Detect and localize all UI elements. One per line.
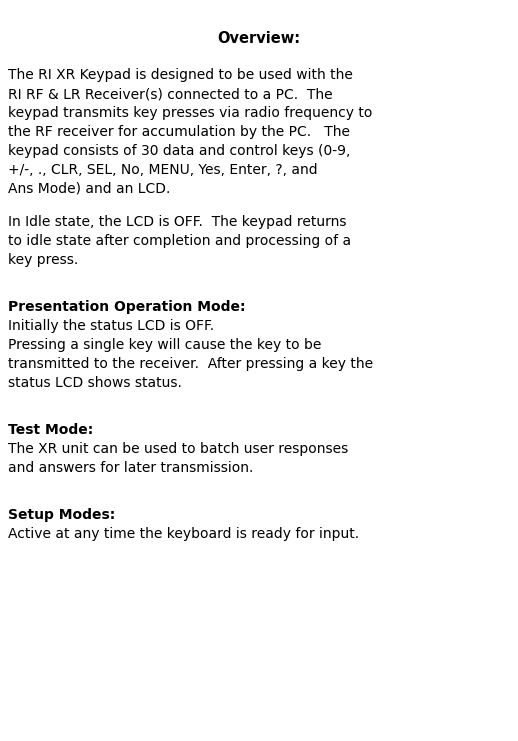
- Text: Pressing a single key will cause the key to be: Pressing a single key will cause the key…: [8, 338, 321, 352]
- Text: Setup Modes:: Setup Modes:: [8, 508, 115, 522]
- Text: The RI XR Keypad is designed to be used with the: The RI XR Keypad is designed to be used …: [8, 68, 353, 82]
- Text: key press.: key press.: [8, 253, 78, 267]
- Text: Active at any time the keyboard is ready for input.: Active at any time the keyboard is ready…: [8, 527, 359, 541]
- Text: The XR unit can be used to batch user responses: The XR unit can be used to batch user re…: [8, 442, 348, 456]
- Text: Test Mode:: Test Mode:: [8, 423, 93, 437]
- Text: status LCD shows status.: status LCD shows status.: [8, 376, 182, 390]
- Text: to idle state after completion and processing of a: to idle state after completion and proce…: [8, 234, 351, 248]
- Text: Presentation Operation Mode:: Presentation Operation Mode:: [8, 300, 246, 314]
- Text: Ans Mode) and an LCD.: Ans Mode) and an LCD.: [8, 182, 170, 196]
- Text: Initially the status LCD is OFF.: Initially the status LCD is OFF.: [8, 319, 214, 333]
- Text: keypad transmits key presses via radio frequency to: keypad transmits key presses via radio f…: [8, 106, 372, 120]
- Text: Overview:: Overview:: [218, 31, 300, 46]
- Text: keypad consists of 30 data and control keys (0-9,: keypad consists of 30 data and control k…: [8, 144, 350, 158]
- Text: and answers for later transmission.: and answers for later transmission.: [8, 461, 253, 475]
- Text: the RF receiver for accumulation by the PC.   The: the RF receiver for accumulation by the …: [8, 125, 350, 139]
- Text: In Idle state, the LCD is OFF.  The keypad returns: In Idle state, the LCD is OFF. The keypa…: [8, 215, 347, 229]
- Text: RI RF & LR Receiver(s) connected to a PC.  The: RI RF & LR Receiver(s) connected to a PC…: [8, 87, 333, 101]
- Text: +/-, ., CLR, SEL, No, MENU, Yes, Enter, ?, and: +/-, ., CLR, SEL, No, MENU, Yes, Enter, …: [8, 163, 318, 177]
- Text: transmitted to the receiver.  After pressing a key the: transmitted to the receiver. After press…: [8, 357, 373, 371]
